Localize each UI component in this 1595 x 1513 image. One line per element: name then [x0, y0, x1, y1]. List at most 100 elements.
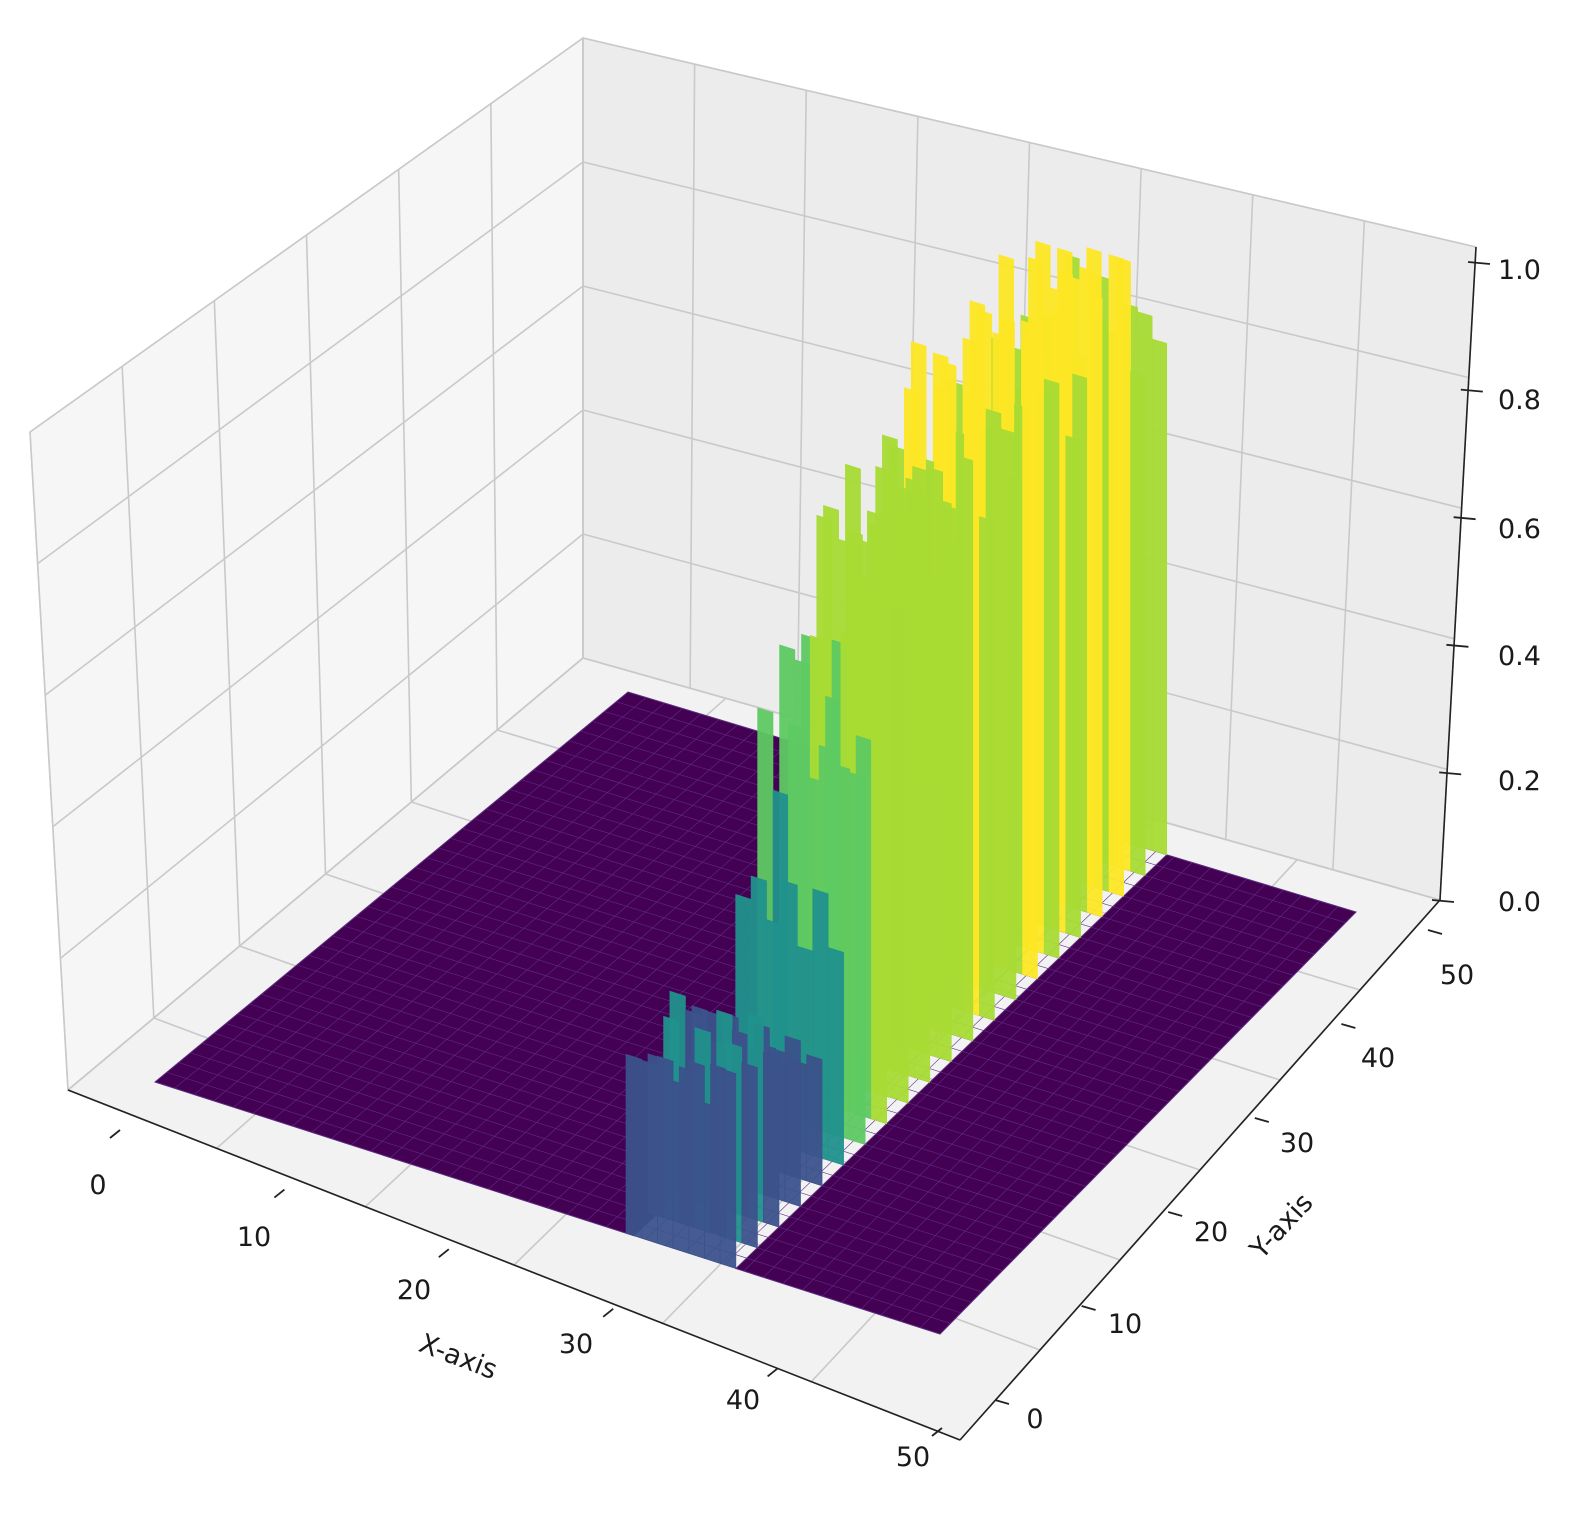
surface-mesh-line — [920, 906, 1339, 1328]
z-tick-label: 1.0 — [1498, 255, 1541, 286]
z-tick-label: 0.2 — [1498, 766, 1541, 797]
x-tick — [931, 1427, 943, 1437]
grid-line — [796, 90, 808, 719]
z-axis-line — [1439, 246, 1477, 901]
y-tick-label: 20 — [1194, 1217, 1228, 1248]
x-tick — [767, 1367, 779, 1378]
y-tick — [1341, 1023, 1356, 1029]
x-tick — [438, 1248, 450, 1258]
surface-ridge-facet — [1022, 336, 1038, 980]
x-tick-label: 10 — [237, 1222, 271, 1253]
grid-line — [121, 366, 155, 1019]
grid-line — [582, 37, 1477, 248]
z-tick — [1453, 516, 1476, 521]
surface-ridge-facet — [871, 637, 887, 1125]
surface-ridge-facet — [763, 1051, 780, 1228]
surface-ridge-facet — [957, 455, 974, 1042]
surface-mesh-line — [802, 873, 1229, 1291]
x-tick-label: 50 — [896, 1442, 930, 1473]
surface-ridge-facet — [719, 1068, 737, 1269]
x-tick-label: 0 — [89, 1170, 106, 1201]
z-tick-label: 0.8 — [1498, 385, 1541, 416]
z-tick-labels: 0.0 0.2 0.4 0.6 0.8 1.0 — [1498, 255, 1541, 918]
y-tick — [1081, 1305, 1096, 1311]
grid-line — [44, 285, 584, 696]
surface-ridge-facet — [1065, 435, 1081, 938]
surface-ridge-facet — [1151, 338, 1168, 856]
axis-ticks — [109, 261, 1491, 1437]
grid-line — [37, 161, 584, 565]
y-tick — [994, 1399, 1010, 1405]
surface-ridge-facet — [657, 1055, 674, 1249]
surface-ridge-facet — [741, 1062, 758, 1249]
surface-ridge-facet — [1043, 378, 1060, 959]
surface-ridge-facet — [849, 772, 866, 1145]
grid-line — [305, 234, 327, 875]
x-tick-label: 40 — [726, 1385, 760, 1416]
surface-mesh-line — [822, 878, 1248, 1297]
surface-ridge-facet — [625, 1053, 643, 1239]
grid-line — [29, 431, 69, 1091]
z-tick — [1460, 388, 1483, 393]
surface-mesh-line — [900, 900, 1320, 1322]
x-tick — [109, 1129, 121, 1139]
z-tick-label: 0.6 — [1498, 514, 1541, 545]
grid-line — [59, 533, 584, 960]
z-tick-label: 0.0 — [1498, 887, 1541, 918]
surface-ridge-facet — [1087, 293, 1103, 918]
surface-mesh-line — [880, 895, 1302, 1316]
grid-line — [490, 103, 498, 731]
z-tick-label: 0.4 — [1498, 641, 1541, 672]
z-tick — [1467, 261, 1491, 265]
grid-line — [1332, 220, 1366, 870]
grid-line — [1224, 194, 1254, 840]
surface-ridge-facet — [1108, 254, 1124, 897]
x-tick-labels: 0 10 20 30 40 50 — [89, 1170, 930, 1473]
grid-line — [29, 37, 584, 433]
y-tick-label: 10 — [1108, 1309, 1142, 1340]
y-axis-line — [959, 899, 1441, 1441]
y-tick — [1427, 929, 1443, 935]
grid-line — [52, 409, 584, 828]
surface-ridge-facet — [672, 1080, 690, 1254]
surface-ridge-facet — [1000, 428, 1017, 1000]
x-tick-label: 20 — [397, 1275, 431, 1306]
surface-ridge-facet — [935, 498, 952, 1063]
y-tick-label: 0 — [1026, 1404, 1043, 1435]
y-tick — [1254, 1117, 1270, 1123]
surface-ridge-facet — [704, 1102, 721, 1264]
surface-mesh-line — [841, 884, 1266, 1303]
z-tick — [1439, 771, 1462, 776]
y-tick-labels: 0 10 20 30 40 50 — [1026, 960, 1474, 1435]
surface-ridge-facet — [688, 1060, 705, 1259]
surface-ridge-facet — [806, 1054, 823, 1187]
surface-ridge-facet — [827, 947, 844, 1166]
y-tick — [1167, 1211, 1183, 1217]
z-tick — [1431, 899, 1455, 903]
y-tick-label: 30 — [1280, 1128, 1314, 1159]
grid-line — [582, 161, 1469, 379]
surface-ridge-facet — [641, 1059, 658, 1244]
x-tick — [273, 1188, 285, 1199]
grid-line — [689, 64, 696, 689]
grid-line — [213, 300, 241, 947]
x-tick — [602, 1308, 614, 1318]
surface-plot — [153, 240, 1357, 1335]
surface-ridge-facet — [892, 592, 909, 1104]
surface-ridge-facet — [979, 516, 995, 1021]
grid-line — [397, 169, 413, 803]
surface-mesh-line — [939, 911, 1357, 1335]
y-tick-label: 50 — [1440, 960, 1474, 991]
surface-mesh-line — [782, 867, 1211, 1284]
axis-lines — [67, 246, 1477, 1441]
y-tick-label: 40 — [1361, 1043, 1395, 1074]
x-tick-label: 30 — [559, 1329, 593, 1360]
surface-mesh-line — [763, 862, 1193, 1278]
surface-ridge-facet — [914, 620, 931, 1083]
surface-ridge-facet — [1130, 370, 1146, 876]
x-axis-line — [67, 1089, 961, 1441]
surface-mesh-line — [743, 856, 1175, 1272]
surface-mesh-line — [861, 889, 1284, 1310]
surface-ridge-facet — [784, 1035, 801, 1207]
